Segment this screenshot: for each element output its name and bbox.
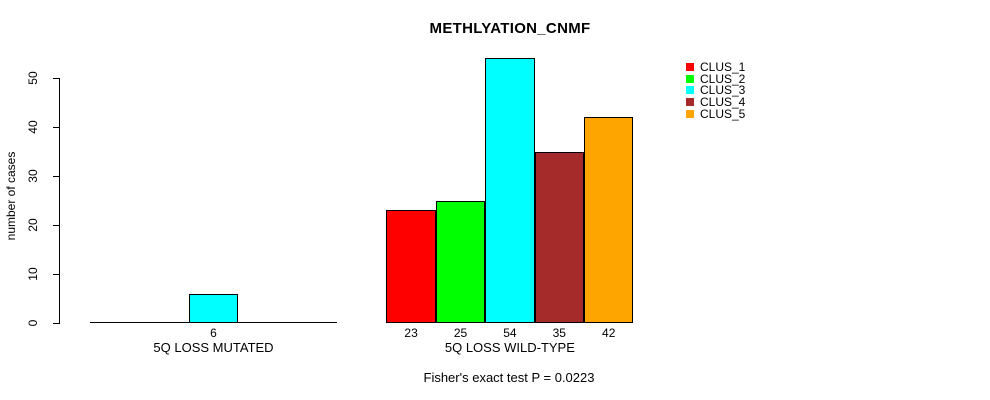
bar-clus_3-group-1 <box>485 58 535 323</box>
y-axis-line <box>59 78 60 324</box>
bar-clus_5-group-1 <box>584 117 634 323</box>
legend-swatch-clus_2 <box>686 74 694 83</box>
y-axis-tick-label: 0 <box>26 319 40 327</box>
y-axis-tick <box>53 127 59 128</box>
y-axis-tick-label: 40 <box>26 120 40 134</box>
legend-swatch-clus_5 <box>686 109 694 118</box>
legend-label-clus_4: CLUS_4 <box>700 95 746 110</box>
bar-clus_3-group-0 <box>188 293 239 323</box>
bar-clus_2-group-1 <box>435 200 486 323</box>
legend-label-clus_5: CLUS_5 <box>700 106 746 121</box>
legend-label-clus_2: CLUS_2 <box>700 71 746 86</box>
bar-value-label: 35 <box>552 326 566 340</box>
legend-label-clus_3: CLUS_3 <box>700 83 746 98</box>
bar-value-label: 25 <box>453 326 468 340</box>
y-axis-tick-label: 20 <box>26 218 40 232</box>
bar-clus_1-group-1 <box>386 210 436 323</box>
bar-value-label: 23 <box>404 326 418 340</box>
chart-title: METHLYATION_CNMF <box>429 20 591 37</box>
bar-value-label: 6 <box>210 326 217 340</box>
y-axis-label: number of cases <box>4 151 18 241</box>
category-label-1: 5Q LOSS WILD-TYPE <box>444 340 575 355</box>
bar-value-label: 54 <box>503 326 517 340</box>
y-axis-tick-label: 30 <box>26 169 40 183</box>
y-axis-tick-label: 10 <box>26 267 40 281</box>
bar-value-label: 42 <box>602 326 616 340</box>
y-axis-tick <box>53 274 59 275</box>
legend-label-clus_1: CLUS_1 <box>700 60 746 74</box>
legend-swatch-clus_1 <box>686 63 694 71</box>
y-axis-tick-label: 50 <box>26 71 40 85</box>
legend-swatch-clus_4 <box>686 98 694 107</box>
annotation-text: Fisher's exact test P = 0.0223 <box>423 370 595 385</box>
bar-clus_4-group-1 <box>534 151 584 323</box>
category-label-0: 5Q LOSS MUTATED <box>153 340 274 355</box>
y-axis-tick <box>53 323 59 324</box>
legend-swatch-clus_3 <box>686 86 694 95</box>
y-axis-tick <box>53 176 59 177</box>
y-axis-tick <box>53 225 59 226</box>
y-axis-tick <box>53 78 59 79</box>
